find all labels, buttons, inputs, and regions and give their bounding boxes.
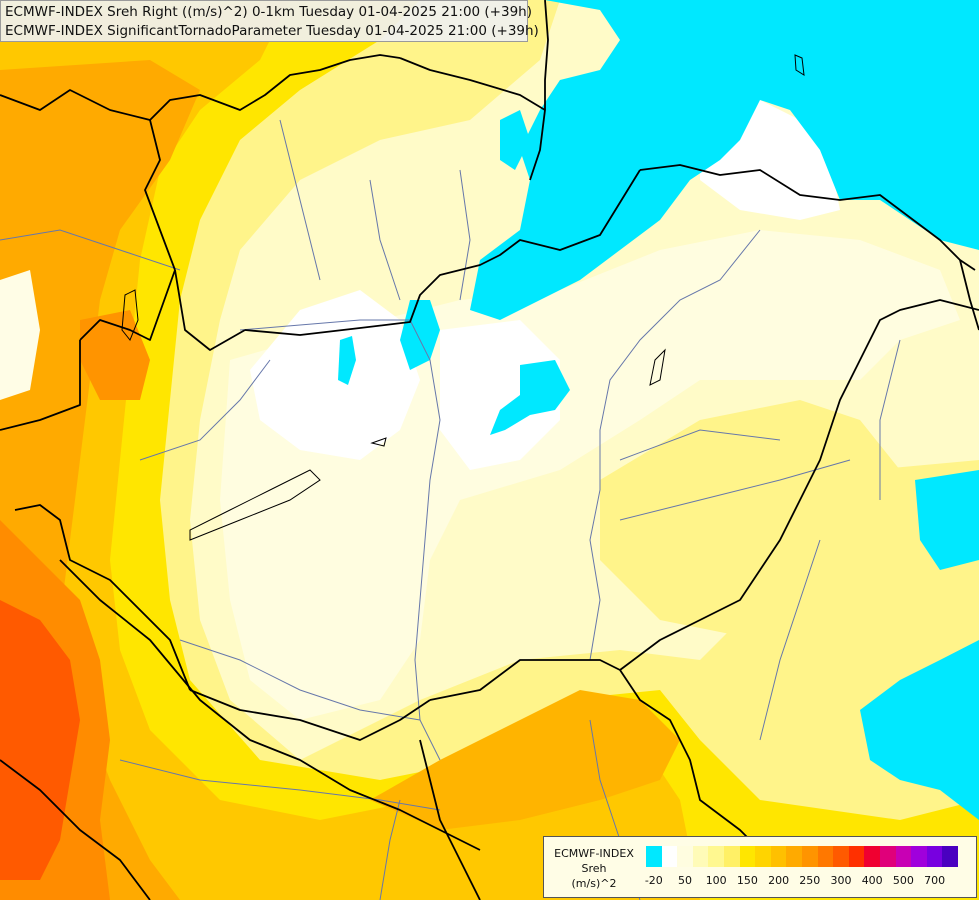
border-poland-slovakia xyxy=(544,0,549,110)
legend-swatches xyxy=(646,846,958,867)
border-ukraine-north xyxy=(639,164,976,271)
legend-tick-label: 300 xyxy=(830,874,852,887)
cyan-zone-mid xyxy=(490,360,570,435)
legend-label-param: Sreh xyxy=(581,862,607,875)
legend-swatch xyxy=(864,846,880,867)
legend-swatch xyxy=(895,846,912,867)
legend-swatch xyxy=(848,846,865,867)
river-drava xyxy=(179,639,421,721)
river-morava xyxy=(279,119,321,281)
cyan-zone-southeast xyxy=(860,640,979,820)
legend-swatch xyxy=(926,846,943,867)
white-zone-east xyxy=(440,320,560,470)
legend-tick-label: 50 xyxy=(678,874,692,887)
border-austria-slovenia xyxy=(79,269,176,341)
border-romania-moldova xyxy=(959,259,979,331)
title-sreh: ECMWF-INDEX Sreh Right ((m/s)^2) 0-1km T… xyxy=(5,4,532,20)
river-olt xyxy=(759,539,821,741)
lake-balaton xyxy=(189,469,321,541)
lake-small-north xyxy=(794,54,805,76)
legend-tick-label: 150 xyxy=(736,874,758,887)
legend-swatch xyxy=(723,846,740,867)
border-germany-czechia xyxy=(144,119,176,271)
lakes xyxy=(121,54,805,541)
river-inn xyxy=(0,229,181,271)
south-orange-corridor xyxy=(370,690,680,830)
legend-swatch xyxy=(708,846,724,867)
border-romania-west xyxy=(619,299,979,671)
white-zone-west xyxy=(0,270,40,400)
lake-small-mid xyxy=(370,437,387,447)
border-croatia-hungary xyxy=(189,689,431,741)
border-slovakia-north xyxy=(399,57,546,181)
cyan-zone-east xyxy=(915,470,979,570)
river-tisza xyxy=(589,229,761,661)
border-slovenia-croatia xyxy=(14,504,191,691)
legend-swatch xyxy=(646,846,662,867)
white-zone-central xyxy=(250,290,420,460)
border-hungary-serbia xyxy=(429,659,621,701)
legend-swatch xyxy=(801,846,818,867)
border-austria-italy xyxy=(0,340,81,431)
legend-swatch xyxy=(879,846,896,867)
river-siret xyxy=(879,339,901,500)
cyan-zone-small xyxy=(338,336,356,385)
legend-tick-label: 700 xyxy=(924,874,946,887)
cyan-zone-lake xyxy=(400,300,440,370)
lake-small-east xyxy=(649,348,666,386)
legend-tick-label: 250 xyxy=(799,874,821,887)
border-slovakia-hungary xyxy=(244,169,641,336)
legend-tick-label: 500 xyxy=(892,874,914,887)
cyan-zone-north-inner xyxy=(500,110,530,170)
river-sava xyxy=(119,759,441,811)
rivers xyxy=(0,119,901,900)
legend-swatch xyxy=(942,846,958,867)
legend-tick-label: 100 xyxy=(705,874,727,887)
river-hron xyxy=(459,169,471,301)
river-bosna xyxy=(379,799,401,900)
legend-tick-label: 200 xyxy=(768,874,790,887)
cyan-zone-northeast xyxy=(470,0,979,320)
legend-swatch xyxy=(692,846,709,867)
color-legend: ECMWF-INDEX Sreh (m/s)^2 -20 50 100 150 200 2… xyxy=(543,836,977,898)
legend-swatch xyxy=(755,846,771,867)
river-vah xyxy=(369,179,401,301)
border-serbia-romania xyxy=(619,669,761,851)
legend-swatch xyxy=(739,846,756,867)
border-bosnia-serbia xyxy=(419,739,481,900)
legend-ticks: -20 50 100 150 200 250 300 400 500 700 xyxy=(644,874,966,890)
lake-neusiedl xyxy=(121,289,139,341)
river-danube xyxy=(239,319,441,761)
legend-swatch xyxy=(817,846,834,867)
legend-tick-label: -20 xyxy=(644,874,663,887)
border-austria-hungary xyxy=(174,269,246,351)
legend-swatch xyxy=(677,846,693,867)
legend-swatch xyxy=(911,846,927,867)
legend-label-model: ECMWF-INDEX xyxy=(554,847,634,860)
map-title-box: ECMWF-INDEX Sreh Right ((m/s)^2) 0-1km T… xyxy=(0,0,539,42)
legend-label-unit: (m/s)^2 xyxy=(571,877,617,890)
border-adriatic-coast xyxy=(0,759,151,900)
river-raba xyxy=(139,359,271,461)
border-austria-czechia xyxy=(0,54,401,121)
legend-swatch xyxy=(833,846,849,867)
legend-tick-label: 400 xyxy=(861,874,883,887)
title-stp: ECMWF-INDEX SignificantTornadoParameter … xyxy=(5,23,539,39)
legend-label: ECMWF-INDEX Sreh (m/s)^2 xyxy=(550,846,638,891)
legend-swatch xyxy=(661,846,678,867)
legend-swatch xyxy=(770,846,787,867)
legend-swatch xyxy=(786,846,802,867)
river-koros xyxy=(619,429,781,461)
border-croatia-bosnia xyxy=(59,559,481,851)
